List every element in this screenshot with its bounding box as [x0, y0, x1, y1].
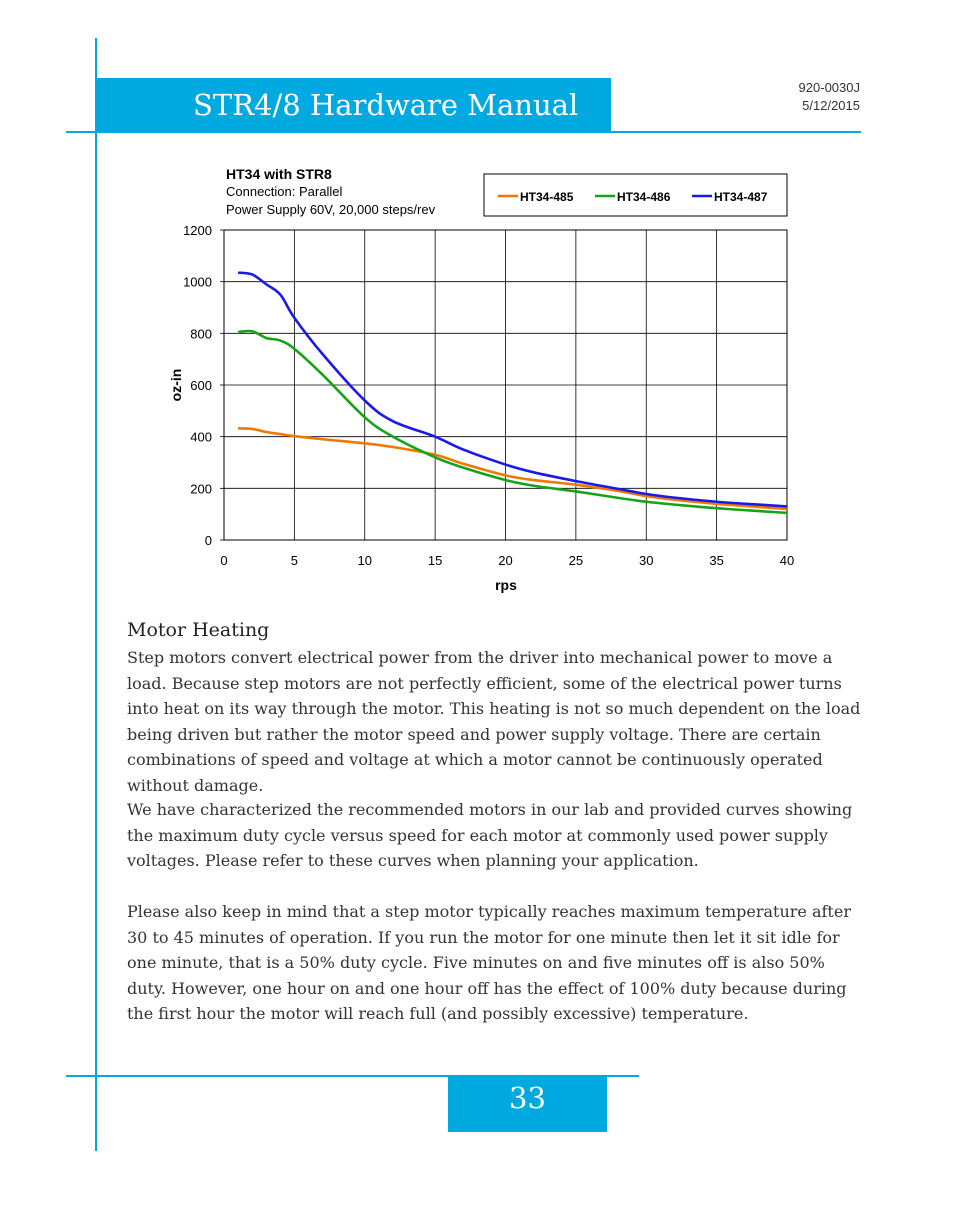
x-tick-label: 25	[569, 553, 583, 568]
legend-label: HT34-486	[617, 190, 671, 204]
chart-title: HT34 with STR8	[226, 166, 332, 182]
document-meta: 920-0030J 5/12/2015	[799, 79, 860, 115]
plot-area-border	[223, 229, 788, 541]
page-number-box: 33	[448, 1077, 607, 1132]
document-date: 5/12/2015	[802, 98, 860, 113]
y-tick-label: 800	[190, 326, 212, 341]
footer-rule	[66, 1075, 639, 1077]
chart-subtitle-connection: Connection: Parallel	[226, 184, 342, 199]
document-number: 920-0030J	[798, 80, 860, 95]
chart-grid	[220, 229, 788, 541]
x-tick-label: 10	[358, 553, 372, 568]
series-line-ht34-485	[238, 427, 788, 511]
paragraph-duty-curves: We have characterized the recommended mo…	[127, 800, 853, 870]
series-line-ht34-486	[237, 329, 788, 515]
x-tick-label: 40	[780, 553, 794, 568]
section-heading: Motor Heating	[127, 619, 270, 641]
page-number: 33	[509, 1081, 546, 1115]
x-axis-label: rps	[495, 577, 517, 593]
chart-subtitle-power: Power Supply 60V, 20,000 steps/rev	[226, 202, 436, 217]
y-tick-labels: 0 200 400 600 800 1000 1200	[183, 223, 212, 548]
x-tick-label: 5	[291, 553, 298, 568]
torque-speed-chart: 0 200 400 600 800 1000 1200 0 5 10 15 20 25 30 35 40 H…	[168, 166, 794, 593]
x-tick-label: 0	[220, 553, 227, 568]
header-rule	[66, 131, 861, 133]
y-axis-label: oz-in	[168, 369, 184, 402]
y-tick-label: 1000	[183, 275, 212, 290]
series-line-ht34-487	[237, 271, 788, 508]
left-margin-rule	[95, 38, 97, 1151]
y-tick-label: 0	[205, 533, 212, 548]
chart-series	[237, 271, 788, 515]
y-tick-label: 200	[190, 481, 212, 496]
x-tick-label: 30	[639, 553, 653, 568]
y-tick-label: 400	[190, 430, 212, 445]
legend-label: HT34-487	[714, 190, 768, 204]
x-tick-label: 20	[498, 553, 512, 568]
legend-box	[483, 173, 788, 217]
x-tick-label: 15	[428, 553, 442, 568]
y-tick-label: 600	[190, 378, 212, 393]
x-tick-label: 35	[709, 553, 723, 568]
chart-legend: HT34-485 HT34-486 HT34-487	[483, 173, 788, 217]
legend-label: HT34-485	[520, 190, 574, 204]
paragraph-duty-cycle: Please also keep in mind that a step mot…	[127, 902, 851, 1023]
paragraph-motor-power: Step motors convert electrical power fro…	[127, 648, 861, 795]
y-tick-label: 1200	[183, 223, 212, 238]
x-tick-labels: 0 5 10 15 20 25 30 35 40	[220, 553, 794, 568]
header-title-banner: STR4/8 Hardware Manual	[97, 78, 611, 132]
document-title: STR4/8 Hardware Manual	[193, 88, 579, 122]
